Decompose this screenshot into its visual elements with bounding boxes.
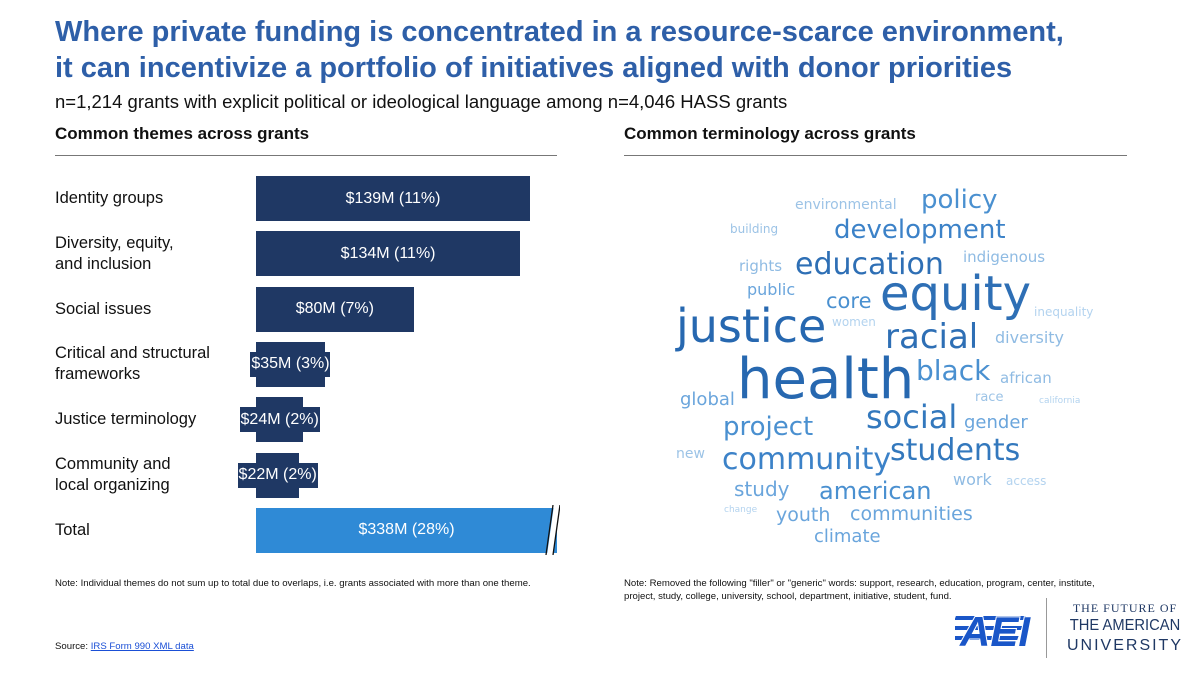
bar bbox=[256, 286, 414, 332]
cloud-word: diversity bbox=[995, 328, 1065, 347]
cloud-word: public bbox=[747, 280, 796, 299]
cloud-word: change bbox=[724, 505, 758, 515]
cloud-word: indigenous bbox=[963, 248, 1046, 266]
cloud-word: equity bbox=[880, 266, 1031, 322]
data-label: $35M (3%) bbox=[250, 351, 331, 377]
aei-logo-mark: AEI bbox=[947, 607, 1032, 656]
left-divider bbox=[55, 155, 557, 156]
cloud-word: access bbox=[1006, 474, 1047, 488]
cloud-word: black bbox=[916, 354, 991, 387]
data-label: $22M (2%) bbox=[237, 462, 318, 488]
cloud-word: education bbox=[795, 247, 944, 282]
title-line-2: it can incentivize a portfolio of initia… bbox=[55, 52, 1013, 84]
cloud-word: american bbox=[819, 477, 932, 505]
cloud-word: study bbox=[734, 477, 790, 501]
category-label-line: Diversity, equity, bbox=[55, 233, 174, 252]
cloud-word: students bbox=[890, 433, 1021, 468]
future-university-logo: THE FUTURE OF THE AMERICAN UNIVERSITY bbox=[1065, 601, 1185, 656]
data-label: $139M (11%) bbox=[345, 189, 441, 207]
cloud-word: environmental bbox=[795, 197, 897, 213]
source-link[interactable]: IRS Form 990 XML data bbox=[90, 641, 194, 652]
source-note: Source: IRS Form 990 XML data bbox=[55, 640, 194, 653]
category-label: Community and local organizing bbox=[55, 454, 171, 496]
data-label: $24M (2%) bbox=[239, 407, 320, 433]
slide-title: Where private funding is concentrated in… bbox=[55, 14, 1175, 86]
category-label-line: frameworks bbox=[55, 365, 141, 384]
cloud-word: race bbox=[975, 390, 1004, 405]
data-label: $80M (7%) bbox=[295, 300, 374, 318]
logo-line-3: UNIVERSITY bbox=[1066, 637, 1183, 654]
cloud-word: new bbox=[676, 446, 705, 462]
category-label: Identity groups bbox=[55, 188, 163, 209]
category-label-line: Critical and structural bbox=[55, 344, 210, 363]
bar bbox=[256, 176, 530, 221]
category-label: Diversity, equity, and inclusion bbox=[55, 233, 174, 275]
category-label-line: Identity groups bbox=[55, 189, 164, 207]
logo-divider bbox=[1046, 598, 1047, 658]
cloud-word: global bbox=[680, 389, 735, 410]
note-left: Note: Individual themes do not sum up to… bbox=[55, 578, 531, 589]
category-label-line: Social issues bbox=[55, 299, 152, 318]
category-label: Social issues bbox=[55, 299, 151, 320]
cloud-word: climate bbox=[814, 526, 881, 547]
cloud-word: youth bbox=[776, 504, 831, 526]
cloud-word: health bbox=[737, 347, 915, 412]
cloud-word: work bbox=[953, 470, 992, 489]
cloud-word: rights bbox=[739, 257, 783, 275]
category-label: Critical and structural frameworks bbox=[55, 343, 210, 385]
logo-line-2: THE AMERICAN bbox=[1069, 617, 1181, 634]
cloud-word: african bbox=[1000, 369, 1052, 387]
right-divider bbox=[624, 155, 1127, 156]
note-right: Note: Removed the following "filler" or … bbox=[624, 577, 1184, 603]
source-label: Source: bbox=[55, 641, 89, 652]
cloud-word: project bbox=[723, 412, 814, 442]
cloud-word: communities bbox=[850, 503, 973, 525]
category-label-line: Total bbox=[55, 520, 90, 539]
category-label-line: Community and bbox=[55, 455, 171, 473]
cloud-word: building bbox=[730, 222, 779, 236]
cloud-word: women bbox=[832, 315, 876, 329]
note-right-line-1: Note: Removed the following "filler" or … bbox=[624, 578, 1095, 589]
cloud-word: gender bbox=[964, 412, 1028, 433]
subtitle: n=1,214 grants with explicit political o… bbox=[55, 91, 788, 112]
logo-line-1: THE FUTURE OF bbox=[1072, 601, 1178, 615]
cloud-word: community bbox=[722, 442, 892, 477]
data-label: $134M (11%) bbox=[340, 244, 436, 262]
cloud-word: inequality bbox=[1034, 305, 1094, 319]
cloud-word: racial bbox=[885, 317, 979, 357]
bar bbox=[256, 231, 521, 277]
note-right-line-2: project, study, college, university, sch… bbox=[624, 591, 952, 602]
bar-total bbox=[256, 507, 557, 553]
category-label: Total bbox=[55, 520, 90, 541]
cloud-word: policy bbox=[921, 185, 998, 215]
category-label-line: local organizing bbox=[55, 476, 170, 494]
data-label: $338M (28%) bbox=[358, 521, 455, 539]
aei-logo-text: AEI bbox=[959, 608, 1031, 650]
aei-logo: AEI bbox=[947, 602, 1033, 656]
category-label: Justice terminology bbox=[55, 409, 196, 430]
cloud-word: california bbox=[1039, 396, 1081, 406]
right-heading: Common terminology across grants bbox=[624, 124, 916, 143]
left-heading: Common themes across grants bbox=[55, 124, 310, 143]
axis-break-mark bbox=[545, 504, 560, 555]
category-label-line: Justice terminology bbox=[55, 410, 197, 429]
cloud-word: core bbox=[826, 289, 872, 313]
cloud-word: justice bbox=[676, 299, 827, 353]
title-line-1: Where private funding is concentrated in… bbox=[55, 16, 1064, 48]
cloud-word: development bbox=[834, 215, 1006, 245]
category-label-line: and inclusion bbox=[55, 254, 152, 273]
cloud-word: social bbox=[866, 398, 958, 436]
